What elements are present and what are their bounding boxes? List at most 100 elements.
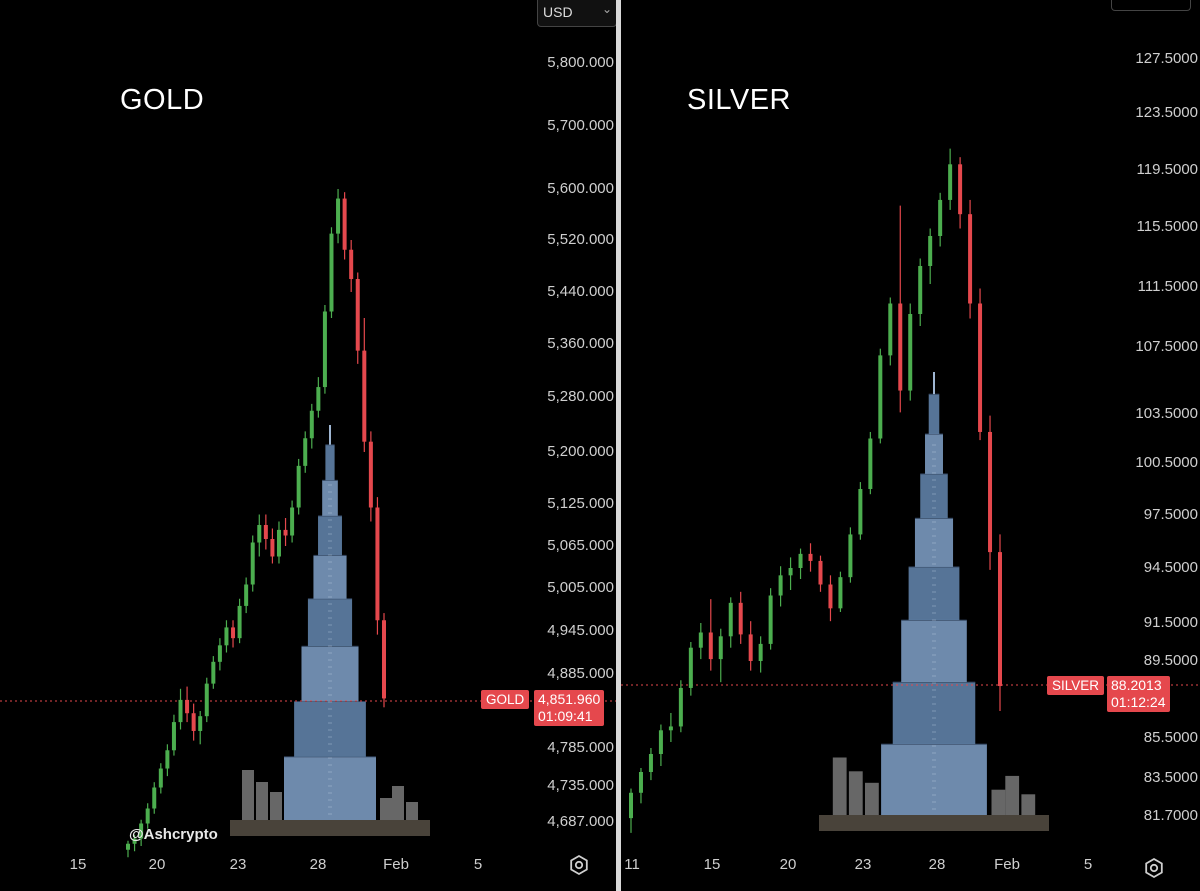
gold-y-tick-label: 5,700.000 bbox=[547, 117, 614, 134]
gold-y-tick-label: 5,200.000 bbox=[547, 443, 614, 460]
settings-gear-icon[interactable] bbox=[568, 854, 590, 876]
gold-x-tick-label: Feb bbox=[383, 856, 409, 873]
silver-candle bbox=[678, 687, 683, 727]
silver-candle bbox=[778, 575, 783, 596]
gold-candle bbox=[244, 584, 249, 606]
tower-image bbox=[881, 372, 987, 815]
gold-price-box: 4,851.960 01:09:41 bbox=[534, 690, 605, 726]
gold-candle bbox=[296, 465, 301, 508]
silver-candle bbox=[788, 568, 793, 576]
gold-candle bbox=[139, 823, 144, 839]
gold-x-tick-label: 28 bbox=[309, 856, 327, 873]
silver-price-box: 88.2013 01:12:24 bbox=[1107, 676, 1170, 712]
silver-candle bbox=[838, 577, 843, 609]
silver-candle bbox=[768, 595, 773, 644]
gold-candle bbox=[126, 843, 130, 850]
gold-candle bbox=[185, 699, 190, 714]
toolbar-stub[interactable] bbox=[1111, 0, 1191, 11]
silver-chart-panel[interactable]: SILVER 127.5000 123.5000 119.5000 115.5000 1… bbox=[621, 0, 1200, 891]
gold-y-tick-label: 4,785.000 bbox=[547, 739, 614, 756]
gold-x-tick-label: 23 bbox=[229, 856, 247, 873]
chevron-down-icon: ⌄ bbox=[601, 2, 612, 16]
silver-y-tick-label: 81.7000 bbox=[1143, 807, 1198, 824]
gold-current-price: 4,851.960 bbox=[538, 691, 601, 707]
gold-candle bbox=[237, 605, 242, 639]
gold-candle bbox=[257, 525, 262, 543]
gold-candle bbox=[231, 627, 236, 639]
gold-y-tick-label: 4,735.000 bbox=[547, 777, 614, 794]
gold-y-tick-label: 5,360.000 bbox=[547, 335, 614, 352]
gold-candle bbox=[158, 768, 163, 788]
gold-candle bbox=[336, 198, 341, 234]
gold-chart-panel[interactable]: GOLD USD ⌄ 5,800.000 5,700.000 5,600.000 5,… bbox=[0, 0, 616, 891]
gold-y-tick-label: 5,600.000 bbox=[547, 180, 614, 197]
silver-candle bbox=[888, 303, 893, 356]
gold-candle bbox=[171, 722, 176, 751]
gold-candle bbox=[152, 787, 157, 809]
gold-candle bbox=[283, 529, 288, 536]
gold-candle bbox=[375, 507, 380, 621]
gold-candle bbox=[250, 542, 255, 585]
silver-y-tick-label: 100.5000 bbox=[1135, 454, 1198, 471]
silver-y-tick-label: 111.5000 bbox=[1137, 278, 1198, 295]
gold-candle bbox=[198, 716, 203, 731]
gold-candle bbox=[217, 645, 222, 662]
gold-symbol-tag: GOLD bbox=[481, 690, 530, 709]
gold-candle bbox=[303, 438, 308, 466]
gold-candle bbox=[224, 627, 229, 646]
gold-y-tick-label: 5,440.000 bbox=[547, 283, 614, 300]
silver-candle bbox=[878, 355, 883, 439]
silver-symbol-tag: SILVER bbox=[1047, 676, 1105, 695]
gold-y-tick-label: 4,945.000 bbox=[547, 622, 614, 639]
silver-y-tick-label: 123.5000 bbox=[1135, 104, 1198, 121]
silver-candle bbox=[638, 772, 643, 793]
silver-candle bbox=[808, 553, 813, 561]
gold-y-tick-label: 5,520.000 bbox=[547, 231, 614, 248]
gold-candle bbox=[191, 713, 196, 731]
silver-y-tick-label: 103.5000 bbox=[1135, 405, 1198, 422]
panel-divider bbox=[616, 0, 621, 891]
city-skyline bbox=[230, 770, 430, 836]
silver-x-tick-label: 28 bbox=[928, 856, 946, 873]
silver-chart-svg[interactable] bbox=[621, 0, 1200, 891]
silver-candle bbox=[828, 584, 833, 609]
silver-x-tick-label: 11 bbox=[624, 856, 640, 873]
silver-current-price: 88.2013 bbox=[1111, 677, 1162, 693]
gold-candle bbox=[132, 838, 137, 844]
settings-gear-icon[interactable] bbox=[1143, 857, 1165, 879]
silver-y-tick-label: 107.5000 bbox=[1135, 338, 1198, 355]
silver-y-tick-label: 97.5000 bbox=[1143, 506, 1198, 523]
silver-candle bbox=[688, 647, 693, 688]
silver-y-tick-label: 85.5000 bbox=[1143, 729, 1198, 746]
gold-candle bbox=[145, 808, 150, 824]
silver-candle bbox=[698, 632, 703, 648]
silver-candle bbox=[928, 236, 933, 266]
gold-chart-svg[interactable] bbox=[0, 0, 616, 891]
silver-candle bbox=[898, 303, 903, 391]
gold-candle bbox=[368, 441, 373, 508]
gold-candle bbox=[204, 683, 209, 717]
gold-candle bbox=[270, 539, 275, 557]
silver-candle bbox=[798, 553, 803, 568]
silver-candle bbox=[958, 164, 963, 215]
gold-candle bbox=[362, 350, 367, 442]
silver-candle bbox=[708, 632, 713, 660]
gold-title: GOLD bbox=[120, 84, 205, 116]
silver-candle bbox=[938, 199, 943, 236]
silver-candle bbox=[629, 792, 633, 819]
silver-candle bbox=[978, 303, 983, 432]
gold-candle bbox=[342, 198, 347, 250]
silver-candle bbox=[718, 636, 723, 660]
gold-candle bbox=[355, 279, 360, 351]
gold-candle bbox=[211, 661, 216, 684]
silver-y-tick-label: 119.5000 bbox=[1136, 161, 1198, 178]
silver-y-tick-label: 89.5000 bbox=[1143, 652, 1198, 669]
currency-label: USD bbox=[543, 4, 573, 20]
currency-select[interactable]: USD ⌄ bbox=[537, 0, 616, 27]
silver-candle bbox=[908, 314, 913, 391]
silver-y-tick-label: 94.5000 bbox=[1143, 559, 1198, 576]
gold-y-tick-label: 5,005.000 bbox=[547, 579, 614, 596]
silver-candle bbox=[748, 634, 753, 661]
gold-candle bbox=[329, 233, 334, 312]
gold-candle bbox=[316, 387, 321, 411]
